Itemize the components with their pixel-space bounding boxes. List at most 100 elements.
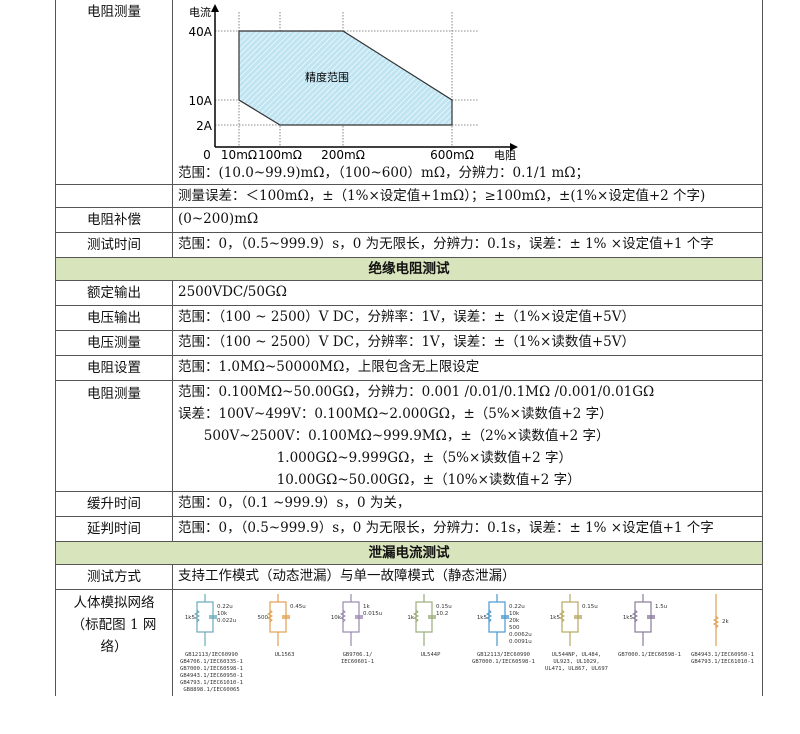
resistance-measure-row: 电阻测量 电流 电阻 40A 10A 2A 0 10mΩ 100mΩ 200mΩ 600mΩ 精度范… <box>55 0 763 185</box>
network-circuit: 1k5 0.15u <box>550 594 598 646</box>
x-tick-label: 600mΩ <box>430 148 474 162</box>
network-caption: GB9706.1/ IEC60601-1 <box>340 652 375 665</box>
section-header-leakage-row: 泄漏电流测试 <box>55 541 763 565</box>
component-value: 0.0062u <box>509 632 532 638</box>
rated-output-row: 额定输出 2500VDC/50GΩ <box>55 280 763 306</box>
accuracy-region <box>238 30 453 126</box>
measure-lines: 范围：0.100MΩ~50.00GΩ，分辨力：0.001 /0.01/0.1MΩ… <box>172 380 763 492</box>
row-label: 电阻补偿 <box>55 207 173 233</box>
network-diagram: 10k 1k 0.015u GB9706.1/ IEC60601-1 <box>321 592 394 694</box>
resistor-icon <box>339 609 347 623</box>
range-text: 范围：(10.0~99.9)mΩ，（100~600）mΩ，分辨力：0.1/1 m… <box>178 165 589 181</box>
network-caption: UL1563 <box>274 652 295 658</box>
network-circuit: 500 0.45u <box>258 594 306 646</box>
wire-loop <box>269 601 287 633</box>
resistance-setting-row: 电阻设置 范围：1.0MΩ~50000MΩ，上限包含无上限设定 <box>55 355 763 381</box>
measure-line: 500V~2500V：0.100MΩ~999.9MΩ，±（2%×读数值+2 字） <box>178 428 610 444</box>
network-diagram: 2k GB4943.1/IEC60950-1 GB4793.1/IEC61010-… <box>686 592 759 694</box>
x-axis-arrow <box>510 143 518 151</box>
network-caption: GB12113/IEC60990 GB4706.1/IEC60335-1 GB7… <box>180 652 243 693</box>
measure-error-row: 测量误差：＜100mΩ，±（1%×设定值+1mΩ）；≥100mΩ，±(1%×设定… <box>55 184 763 208</box>
component-value: 1k5 <box>623 615 634 621</box>
y-tick-label: 10A <box>189 94 213 108</box>
component-value: 2k <box>722 619 729 625</box>
wire-loop <box>488 601 506 633</box>
row-label: 测试方式 <box>55 564 173 590</box>
component-value: 10k <box>331 615 342 621</box>
voltage-output-row: 电压输出 范围：（100 ~ 2500）V DC，分辨率：1V，误差：±（1%×… <box>55 305 763 331</box>
row-label: 人体模拟网络（标配图 1 网络） <box>55 589 173 696</box>
resistor-icon <box>193 609 201 623</box>
row-value: 范围：0，（0.5~999.9）s，0 为无限长，分辨力：0.1s，误差：± 1… <box>172 232 763 258</box>
test-time-row: 测试时间 范围：0，（0.5~999.9）s，0 为无限长，分辨力：0.1s，误… <box>55 232 763 258</box>
network-caption: GB7000.1/IEC60598-1 <box>618 652 681 658</box>
component-value: 0.015u <box>363 611 382 617</box>
row-label: 电压输出 <box>55 305 173 331</box>
resistor-icon <box>412 609 420 623</box>
component-value: 0.45u <box>290 604 306 610</box>
body-network-row: 人体模拟网络（标配图 1 网络） 1k5 0.22u 10k 0.022u GB1211… <box>55 589 763 696</box>
row-value: (0~200)mΩ <box>172 207 763 233</box>
component-value: 500 <box>509 625 520 631</box>
network-caption: GB4943.1/IEC60950-1 GB4793.1/IEC61010-1 <box>691 652 754 665</box>
wire-loop <box>342 601 360 633</box>
component-value: 0.15u <box>582 604 598 610</box>
component-value: 0.22u <box>509 604 525 610</box>
component-value: 0.15u <box>436 604 452 610</box>
network-caption: UL544P <box>420 652 441 658</box>
row-label: 电阻测量 <box>55 0 173 185</box>
region-label: 精度范围 <box>305 70 349 84</box>
row-value: 范围：1.0MΩ~50000MΩ，上限包含无上限设定 <box>172 355 763 381</box>
network-circuit: 1k5 1.5u <box>623 594 667 646</box>
row-label: 电阻设置 <box>55 355 173 381</box>
x-tick-label: 0 <box>203 148 211 162</box>
component-value: 1k5 <box>550 615 561 621</box>
row-value: 范围：0，（0.5~999.9）s，0 为无限长，分辨力：0.1s，误差：± 1… <box>172 516 763 542</box>
delay-time-row: 延判时间 范围：0，（0.5~999.9）s，0 为无限长，分辨力：0.1s，误… <box>55 516 763 542</box>
test-mode-row: 测试方式 支持工作模式（动态泄漏）与单一故障模式（静态泄漏） <box>55 564 763 590</box>
component-value: 1k5 <box>477 615 488 621</box>
network-circuit: 10k 1k0.015u <box>331 594 382 646</box>
component-value: 0.0091u <box>509 639 532 645</box>
resistance-comp-row: 电阻补偿 (0~200)mΩ <box>55 207 763 233</box>
body-network-diagrams: 1k5 0.22u 10k 0.022u GB12113/IEC60990 GB4706… <box>175 590 760 696</box>
row-value: 范围：0，（0.1 ~999.9）s，0 为关， <box>172 491 763 517</box>
measure-line: 10.00GΩ~50.00GΩ，±（10%×读数值+2 字） <box>178 472 581 488</box>
resistor-icon <box>266 609 274 623</box>
component-value: 10.2 <box>436 611 448 617</box>
component-value: 0.22u <box>217 604 233 610</box>
wire-loop <box>634 601 652 633</box>
section-header-insulation: 绝缘电阻测试 <box>55 257 763 281</box>
measure-line: 1.000GΩ~9.999GΩ，±（5%×读数值+2 字） <box>178 450 572 466</box>
x-tick-label: 200mΩ <box>321 148 365 162</box>
row-value: 2500VDC/50GΩ <box>172 280 763 306</box>
measure-line: 误差：100V~499V：0.100MΩ~2.000GΩ，±（5%×读数值+2 … <box>178 406 613 422</box>
y-tick-label: 2A <box>196 119 213 133</box>
row-label: 延判时间 <box>55 516 173 542</box>
row-label: 电阻测量 <box>55 380 173 492</box>
row-label: 缓升时间 <box>55 491 173 517</box>
component-value: 1k <box>407 615 414 621</box>
section-header-insulation-row: 绝缘电阻测试 <box>55 257 763 281</box>
row-value: 支持工作模式（动态泄漏）与单一故障模式（静态泄漏） <box>172 564 763 590</box>
spec-table: 电阻测量 电流 电阻 40A 10A 2A 0 10mΩ 100mΩ 200mΩ 600mΩ 精度范… <box>55 0 763 696</box>
network-caption: UL544NP, UL484, UL923, UL1029, UL471, UL… <box>545 652 608 672</box>
component-value: 20k <box>509 618 520 624</box>
row-value: 范围：（100 ~ 2500）V DC，分辨率：1V，误差：±（1%×设定值+5… <box>172 305 763 331</box>
row-value: 范围：（100 ~ 2500）V DC，分辨率：1V，误差：±（1%×读数值+5… <box>172 330 763 356</box>
wire-loop <box>561 601 579 633</box>
x-tick-label: 100mΩ <box>258 148 302 162</box>
component-value: 1k <box>363 604 370 610</box>
resistor-icon <box>631 609 639 623</box>
network-diagram: 1k5 1.5u GB7000.1/IEC60598-1 <box>613 592 686 694</box>
y-tick-label: 40A <box>189 25 213 39</box>
row-label: 额定输出 <box>55 280 173 306</box>
ramp-time-row: 缓升时间 范围：0，（0.1 ~999.9）s，0 为关， <box>55 491 763 517</box>
resistor-icon <box>485 609 493 623</box>
network-caption: GB12113/IEC60990 GB7000.1/IEC60598-1 <box>472 652 535 665</box>
